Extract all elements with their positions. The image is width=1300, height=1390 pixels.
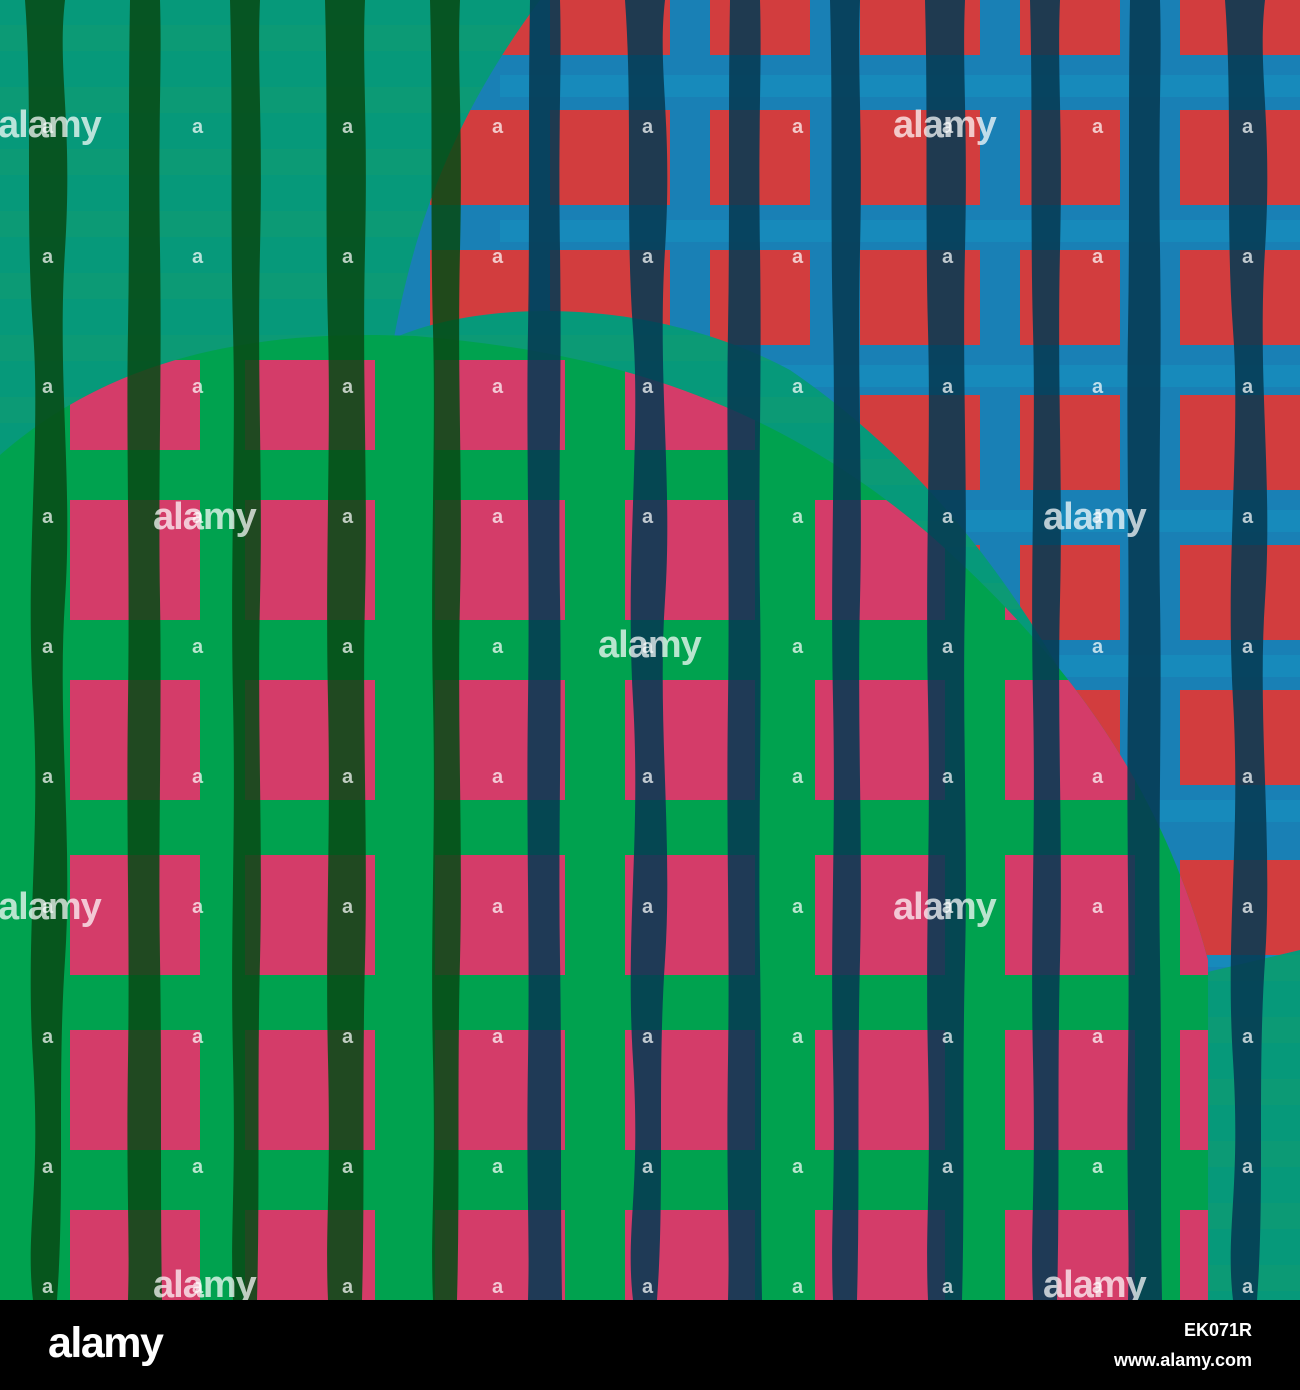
blue-band bbox=[500, 220, 1300, 242]
blue-band bbox=[500, 75, 1300, 97]
wavy-stripe bbox=[527, 0, 562, 1300]
wavy-stripe bbox=[1127, 0, 1162, 1300]
dark-wavy-stripes bbox=[25, 0, 1268, 1300]
wavy-stripe bbox=[830, 0, 861, 1300]
pink-tile bbox=[1005, 1210, 1135, 1300]
blue-region bbox=[394, 0, 1300, 975]
image-id: EK071R bbox=[1183, 1320, 1252, 1340]
wavy-stripe bbox=[230, 0, 261, 1300]
wavy-stripe bbox=[430, 0, 461, 1300]
artwork-svg bbox=[0, 0, 1300, 1300]
pink-tile bbox=[1005, 855, 1135, 975]
wavy-stripe bbox=[625, 0, 668, 1300]
wavy-stripe bbox=[727, 0, 762, 1300]
footer-logo: alamy bbox=[48, 1319, 164, 1367]
pink-tile bbox=[1005, 1030, 1135, 1150]
footer-bar: alamy EK071R www.alamy.com bbox=[0, 1300, 1300, 1390]
wavy-stripe bbox=[325, 0, 366, 1300]
wavy-stripe bbox=[127, 0, 162, 1300]
wavy-stripe bbox=[1030, 0, 1061, 1300]
pink-tile bbox=[1180, 1210, 1208, 1300]
pink-tile bbox=[1180, 1030, 1208, 1150]
wavy-stripe bbox=[1225, 0, 1268, 1300]
red-tile bbox=[710, 110, 810, 205]
wavy-stripe bbox=[925, 0, 966, 1300]
wavy-stripe bbox=[25, 0, 68, 1300]
footer-url: www.alamy.com bbox=[1113, 1350, 1252, 1370]
abstract-artwork: alamy alamy alamy alamy alamy alamy alamy alamy… bbox=[0, 0, 1300, 1300]
